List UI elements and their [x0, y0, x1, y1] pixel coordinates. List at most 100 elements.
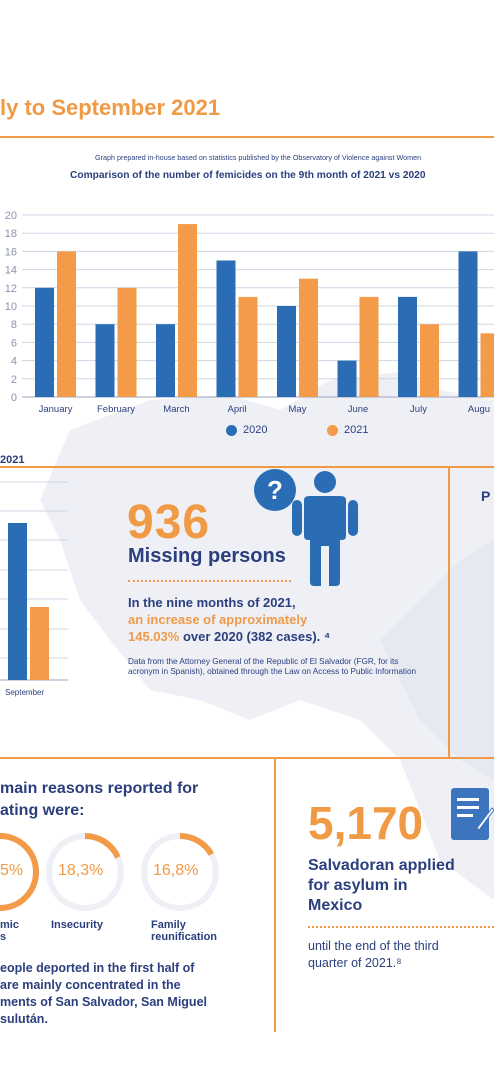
- x-tick-label: April: [227, 404, 246, 415]
- x-tick-label: June: [348, 404, 369, 415]
- legend-2021-swatch: [327, 424, 338, 436]
- bar-2021: [359, 296, 379, 397]
- asylum-dotted-divider: [308, 926, 494, 928]
- deported-line-1: eople deported in the first half of: [0, 961, 195, 975]
- bar-2021: [238, 296, 258, 397]
- bar-2020: [216, 260, 236, 397]
- document-pen-icon: [451, 788, 494, 840]
- right-box-letter: P: [481, 488, 491, 504]
- left-panel-right-border: [448, 466, 450, 758]
- bar-2020: [458, 251, 478, 397]
- asylum-sub: until the end of the third quarter of 20…: [308, 938, 439, 972]
- title-divider: [0, 136, 494, 138]
- legend-2021-label: 2021: [344, 424, 369, 436]
- x-tick-label: February: [97, 404, 135, 415]
- reasons-donuts: [0, 833, 219, 911]
- missing-persons-number: 936: [127, 496, 211, 549]
- bar-2020: [337, 360, 357, 397]
- bar-2021: [299, 278, 318, 397]
- bar-2021: [420, 324, 439, 397]
- donut-value-arc: [141, 833, 219, 911]
- svg-text:?: ?: [267, 475, 283, 505]
- legend-2020-swatch: [226, 424, 237, 436]
- y-tick-label: 4: [11, 356, 17, 368]
- reason-3-label-line-2: reunification: [151, 931, 218, 943]
- asylum-sub-line-2: quarter of 2021.⁸: [308, 956, 402, 970]
- increase-percent: 145.03%: [128, 629, 180, 644]
- bottom-vertical-divider: [274, 757, 276, 1032]
- reasons-heading: main reasons reported for ating were:: [0, 778, 198, 822]
- deported-paragraph: eople deported in the first half of are …: [0, 960, 207, 1028]
- reason-3-percent: 16,8%: [153, 862, 199, 879]
- asylum-sub-line-1: until the end of the third: [308, 939, 439, 953]
- page-title: ly to September 2021: [0, 95, 221, 120]
- y-tick-label: 6: [11, 337, 17, 349]
- legend-2020-label: 2020: [243, 424, 268, 436]
- reason-2-percent: 18,3%: [58, 862, 104, 879]
- bar-2020: [156, 324, 175, 397]
- deported-line-3: ments of San Salvador, San Miguel: [0, 995, 207, 1009]
- reason-2-label-line-1: Insecurity: [51, 919, 103, 931]
- deported-line-4: sulután.: [0, 1012, 48, 1026]
- missing-line-1: In the nine months of 2021,: [128, 595, 296, 610]
- mini-september-chart: [0, 481, 68, 681]
- y-tick-label: 10: [5, 301, 17, 313]
- donut-family-reunification: [141, 833, 219, 911]
- bar-2021: [480, 333, 494, 397]
- asylum-line-2: for asylum in: [308, 877, 408, 894]
- reasons-heading-line-2: ating were:: [0, 802, 85, 819]
- donut-economic: [0, 833, 39, 911]
- x-tick-label: March: [163, 404, 189, 415]
- left-panel-top-border: [0, 466, 448, 468]
- x-tick-label: July: [410, 404, 427, 415]
- donut-insecurity: [46, 833, 124, 911]
- bar-2020: [277, 306, 296, 397]
- dotted-divider: [128, 580, 291, 582]
- mini-bar-2021: [30, 607, 49, 680]
- y-tick-label: 20: [5, 210, 17, 222]
- x-tick-label: January: [39, 404, 73, 415]
- bar-2020: [398, 296, 417, 397]
- mini-bar-2020: [8, 523, 27, 680]
- bar-2021: [57, 251, 76, 397]
- reason-1-percent: 5%: [0, 862, 24, 879]
- missing-persons-source: Data from the Attorney General of the Re…: [128, 657, 417, 676]
- reason-3-label-line-1: Family: [151, 919, 186, 931]
- legend-2020: 2020: [226, 424, 267, 436]
- mini-chart-category: September: [5, 688, 45, 697]
- donut-value-arc: [0, 833, 39, 911]
- legend-2021: 2021: [327, 424, 368, 436]
- asylum-description: Salvadoran applied for asylum in Mexico: [308, 856, 455, 916]
- reasons-heading-line-1: main reasons reported for: [0, 780, 199, 797]
- y-tick-label: 16: [5, 246, 17, 258]
- reason-1-label-line-1: mic: [0, 919, 19, 931]
- chart-title: Comparison of the number of femicides on…: [70, 170, 426, 181]
- reason-3-label: Family reunification: [151, 919, 217, 943]
- x-tick-label: May: [289, 404, 307, 415]
- missing-line-3-rest: over 2020 (382 cases). ⁴: [179, 629, 331, 644]
- missing-line-2: an increase of approximately: [128, 612, 308, 627]
- asylum-line-3: Mexico: [308, 897, 363, 914]
- y-tick-label: 14: [5, 265, 17, 277]
- bar-2020: [95, 324, 115, 397]
- y-tick-label: 18: [5, 228, 17, 240]
- y-tick-label: 8: [11, 319, 17, 331]
- right-bottom-border: [450, 757, 494, 759]
- missing-persons-description: In the nine months of 2021, an increase …: [128, 594, 378, 645]
- x-tick-label: Augu: [468, 404, 490, 415]
- donut-value-arc: [46, 833, 124, 911]
- right-box-top-border: [450, 466, 494, 468]
- left-panel-bottom-border: [0, 757, 450, 759]
- asylum-number: 5,170: [308, 797, 424, 849]
- chart-source-note: Graph prepared in-house based on statist…: [95, 153, 422, 162]
- mini-chart-title: 2021: [0, 454, 25, 466]
- missing-line-3: 145.03% over 2020 (382 cases). ⁴: [128, 628, 378, 645]
- bar-2021: [178, 224, 197, 397]
- reason-1-label: mic s: [0, 919, 19, 943]
- reason-1-label-line-2: s: [0, 931, 7, 943]
- question-icon: ?: [254, 469, 296, 511]
- person-icon: [292, 471, 358, 586]
- y-tick-label: 2: [11, 374, 17, 386]
